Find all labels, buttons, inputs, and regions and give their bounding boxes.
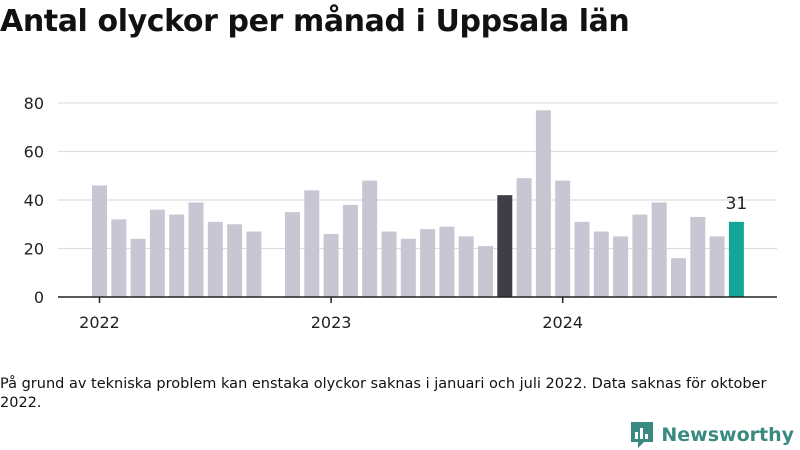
bar-2023-03	[362, 180, 378, 297]
x-tick-label-2023: 2023	[311, 313, 352, 332]
x-tick-label-2024: 2024	[542, 313, 583, 332]
x-axis	[58, 296, 777, 303]
y-tick-label: 60	[24, 143, 44, 162]
bar-2023-05	[400, 238, 416, 297]
bar-2024-01	[555, 180, 571, 297]
bar-2023-01	[323, 233, 339, 297]
bar-2023-09	[478, 246, 493, 297]
bar-2024-06	[651, 202, 667, 297]
footnote: På grund av tekniska problem kan enstaka…	[0, 376, 767, 411]
bar-2024-08	[690, 216, 706, 297]
gridlines	[58, 102, 777, 250]
bar-2023-06	[420, 229, 436, 297]
bar-2024-02	[574, 221, 590, 297]
bar-2022-01	[92, 185, 107, 297]
bar-2022-08	[227, 224, 243, 297]
bar-2022-03	[130, 238, 146, 297]
bar-2024-07	[671, 258, 686, 297]
bar-2022-07	[207, 221, 223, 297]
y-tick-label: 80	[24, 94, 44, 113]
bar-2024-04	[613, 236, 629, 297]
bar-2024-05	[632, 214, 648, 297]
bar-2023-11	[516, 178, 532, 297]
y-tick-label: 20	[24, 240, 44, 259]
bar-2023-04	[381, 231, 397, 297]
chart-title: Antal olyckor per månad i Uppsala län	[0, 4, 630, 39]
bar-2022-02	[111, 219, 127, 297]
bar-2023-07	[439, 226, 455, 297]
bar-2023-10	[497, 195, 513, 297]
brand-name: Newsworthy	[661, 424, 794, 446]
bar-2024-09	[709, 236, 725, 297]
bar-2023-08	[458, 236, 474, 297]
bar-2022-06	[188, 202, 204, 297]
bar-2023-12	[535, 110, 551, 298]
bar-chart: 0 20 40 60 80 2022 2023 2024 31	[24, 94, 777, 332]
y-tick-label: 0	[34, 288, 44, 307]
y-axis-labels: 0 20 40 60 80	[24, 94, 44, 307]
bars	[92, 110, 744, 298]
data-labels: 31	[726, 194, 748, 214]
bar-2022-05	[169, 214, 185, 297]
data-label: 31	[726, 194, 748, 214]
bar-2022-12	[304, 190, 320, 297]
bar-2023-02	[342, 204, 358, 297]
x-tick-label-2022: 2022	[79, 313, 120, 332]
bar-2022-11	[285, 212, 300, 297]
bar-2024-10	[728, 221, 744, 297]
y-tick-label: 40	[24, 191, 44, 210]
x-axis-labels: 2022 2023 2024	[79, 313, 583, 332]
bar-2022-09	[246, 231, 262, 297]
brand-logo[interactable]: Newsworthy	[629, 420, 794, 450]
bar-2024-03	[593, 231, 609, 297]
newsworthy-logo-icon	[631, 422, 654, 448]
bar-2022-04	[149, 209, 165, 297]
